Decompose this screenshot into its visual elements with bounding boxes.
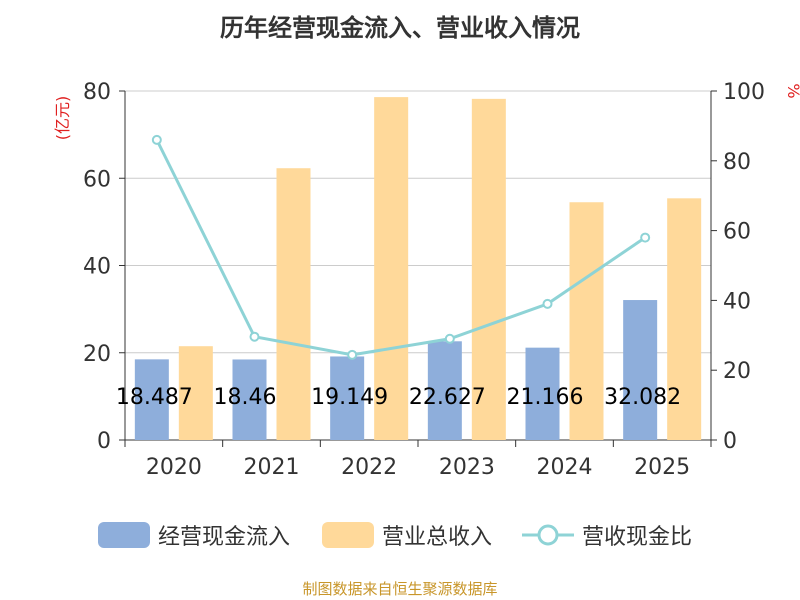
data-label-cash-inflow: 19.149: [311, 385, 388, 410]
legend-item-revenue[interactable]: 营业总收入: [322, 518, 492, 552]
y-tick-label: 80: [83, 80, 111, 105]
bar-cash-inflow: [134, 359, 169, 440]
point-ratio: [444, 333, 455, 344]
bar-cash-inflow: [427, 341, 462, 440]
point-ratio: [640, 232, 651, 243]
legend-line-ratio-icon: [522, 524, 574, 546]
legend-item-ratio[interactable]: 营收现金比: [522, 518, 692, 552]
point-ratio: [249, 331, 260, 342]
y2-tick-label: 60: [723, 220, 751, 245]
chart-title: 历年经营现金流入、营业收入情况: [220, 14, 580, 42]
x-tick-label: 2020: [146, 455, 202, 480]
point-ratio: [542, 298, 553, 309]
line-ratio: [155, 139, 647, 357]
source-note: 制图数据来自恒生聚源数据库: [302, 580, 498, 598]
data-label-cash-inflow: 22.627: [409, 385, 486, 410]
legend-label-ratio: 营收现金比: [582, 525, 693, 550]
x-tick-label: 2021: [244, 455, 300, 480]
legend-swatch-cash-inflow: [98, 522, 150, 548]
bar-revenue: [471, 98, 506, 440]
y-tick-label: 40: [83, 255, 111, 280]
x-tick-label: 2023: [439, 455, 495, 480]
y2-tick-label: 0: [723, 429, 737, 454]
y-tick-label: 0: [97, 429, 111, 454]
y-tick-label: 20: [83, 342, 111, 367]
y2-tick-label: 40: [723, 289, 751, 314]
y-tick-label: 60: [83, 167, 111, 192]
bar-cash-inflow: [525, 347, 560, 440]
bar-cash-inflow: [330, 356, 365, 440]
x-tick-label: 2022: [341, 455, 397, 480]
y-axis-label: (亿元): [53, 96, 72, 141]
y2-tick-label: 80: [723, 150, 751, 175]
point-ratio: [151, 134, 162, 145]
legend-item-cash-inflow[interactable]: 经营现金流入: [98, 518, 290, 552]
bar-cash-inflow: [623, 300, 658, 440]
legend-swatch-revenue: [322, 522, 374, 548]
bar-cash-inflow: [232, 359, 267, 440]
x-tick-label: 2025: [634, 455, 690, 480]
bar-revenue: [178, 346, 213, 440]
data-label-cash-inflow: 18.487: [116, 385, 193, 410]
data-label-cash-inflow: 32.082: [604, 385, 681, 410]
y2-tick-label: 100: [723, 80, 765, 105]
data-label-cash-inflow: 18.46: [214, 385, 277, 410]
legend-label-revenue: 营业总收入: [382, 525, 493, 550]
bar-revenue: [276, 168, 311, 440]
data-label-cash-inflow: 21.166: [507, 385, 584, 410]
point-ratio: [347, 349, 358, 360]
legend-label-cash-inflow: 经营现金流入: [158, 525, 291, 550]
x-tick-label: 2024: [537, 455, 593, 480]
bar-revenue: [569, 202, 604, 440]
bar-revenue: [667, 198, 702, 440]
y2-axis-label: %: [784, 83, 800, 98]
bar-revenue: [374, 97, 409, 441]
y2-tick-label: 20: [723, 359, 751, 384]
